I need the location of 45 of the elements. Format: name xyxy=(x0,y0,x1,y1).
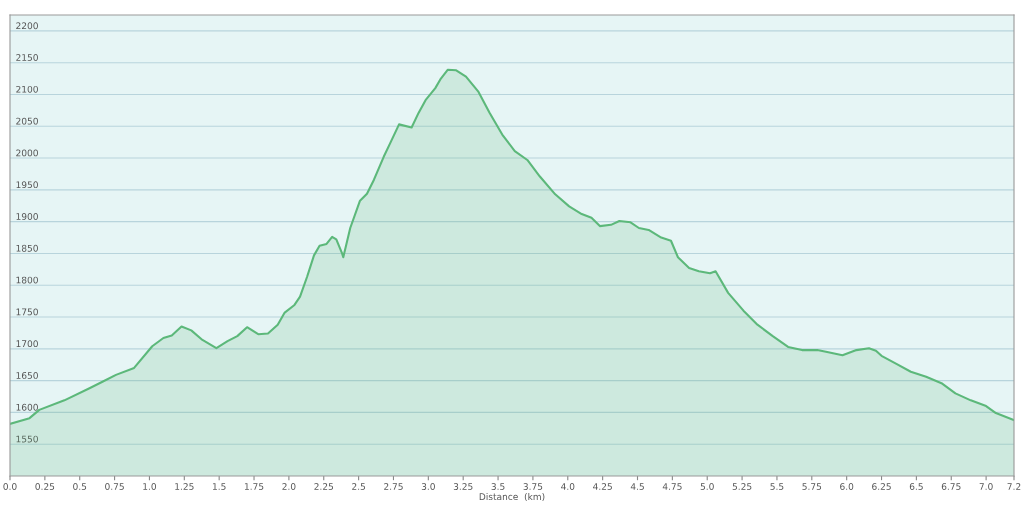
y-tick-label: 1800 xyxy=(16,276,38,284)
x-tick-label: 1.25 xyxy=(175,483,194,490)
x-tick-label: 3.0 xyxy=(421,483,435,490)
x-tick-label: 6.25 xyxy=(872,483,891,490)
x-tick-label: 2.75 xyxy=(384,483,403,490)
x-tick-label: 5.0 xyxy=(700,483,714,490)
x-tick-label: 2.0 xyxy=(282,483,296,490)
x-tick-label: 7.2 xyxy=(1007,483,1021,490)
y-tick-label: 1600 xyxy=(16,403,38,411)
x-tick-label: 2.25 xyxy=(314,483,334,490)
y-tick-label: 2150 xyxy=(16,54,38,61)
y-tick-label: 2100 xyxy=(16,85,38,93)
y-tick-label: 2050 xyxy=(16,117,38,125)
x-tick-label: 0.0 xyxy=(3,483,17,490)
x-tick-label: 6.0 xyxy=(840,483,854,490)
x-tick-label: 4.75 xyxy=(662,483,682,490)
y-tick-label: 1750 xyxy=(16,308,38,316)
y-tick-label: 1650 xyxy=(16,372,38,379)
x-tick-label: 2.5 xyxy=(352,483,365,490)
x-axis-title: Distance (km) xyxy=(479,493,545,502)
x-tick-label: 5.25 xyxy=(732,483,752,490)
y-tick-label: 1900 xyxy=(16,213,38,220)
y-tick-label: 2000 xyxy=(16,149,38,157)
x-tick-label: 4.25 xyxy=(593,483,612,490)
y-tick-label: 1950 xyxy=(16,181,38,189)
x-tick-label: 0.75 xyxy=(105,483,124,490)
x-tick-label: 3.75 xyxy=(523,483,543,490)
x-tick-label: 3.25 xyxy=(453,483,473,490)
x-tick-label: 4.5 xyxy=(630,483,644,490)
y-tick-label: 1700 xyxy=(16,340,38,348)
x-tick-label: 5.75 xyxy=(802,483,822,490)
x-tick-label: 7.0 xyxy=(979,483,993,490)
x-tick-label: 3.5 xyxy=(491,483,505,490)
x-tick-label: 1.5 xyxy=(212,483,226,490)
y-tick-label: 1850 xyxy=(16,244,38,252)
x-tick-label: 1.0 xyxy=(143,483,157,490)
x-tick-label: 1.75 xyxy=(244,483,264,490)
y-tick-label: 2200 xyxy=(16,22,38,30)
x-tick-label: 6.5 xyxy=(909,483,923,490)
x-tick-label: 0.5 xyxy=(73,483,87,490)
x-tick-label: 4.0 xyxy=(561,483,575,490)
x-tick-label: 6.75 xyxy=(941,483,961,490)
y-tick-label: 1550 xyxy=(16,435,38,443)
x-tick-label: 0.25 xyxy=(35,483,55,490)
x-tick-label: 5.5 xyxy=(770,483,784,490)
